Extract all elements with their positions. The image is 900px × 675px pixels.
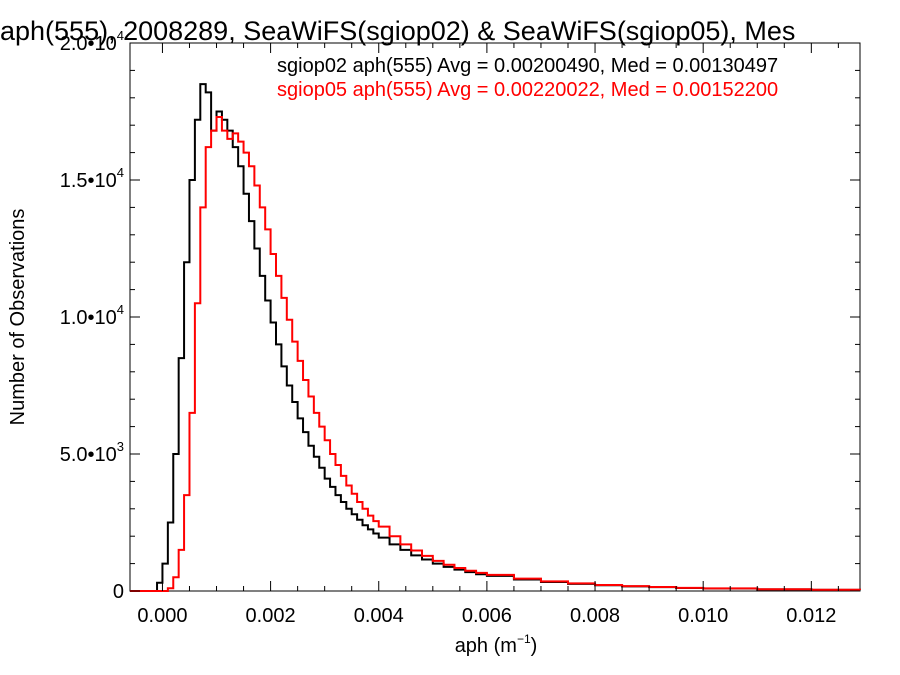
x-tick-label: 0.002 (246, 605, 296, 627)
x-tick-label: 0.004 (354, 605, 404, 627)
series-line-sgiop02 (130, 83, 861, 592)
y-tick-label-mantissa: 1.5•10 (60, 170, 117, 192)
series-line-sgiop05 (130, 115, 861, 592)
y-tick-label-mantissa: 1.0•10 (60, 307, 117, 329)
y-tick-label: 5.0•103 (60, 439, 124, 466)
plot-area (129, 42, 861, 592)
y-tick-label: 0 (113, 581, 124, 603)
y-tick-label-exponent: 4 (117, 302, 124, 317)
y-tick-label-mantissa: 2.0•10 (60, 33, 117, 55)
x-tick-label: 0.008 (570, 605, 620, 627)
y-tick-label: 1.5•104 (60, 165, 124, 192)
x-axis-label-close: ) (531, 635, 538, 657)
y-tick-label: 1.0•104 (60, 302, 124, 329)
x-tick-label: 0.000 (137, 605, 187, 627)
x-axis-label-text: aph (m (455, 635, 517, 657)
chart-title: aph(555), 2008289, SeaWiFS(sgiop02) & Se… (0, 16, 795, 46)
y-tick-label-mantissa: 5.0•10 (60, 444, 117, 466)
x-axis-label: aph (m−1) (455, 632, 538, 657)
x-axis-label-unit-exponent: −1 (517, 632, 531, 646)
legend: sgiop02 aph(555) Avg = 0.00200490, Med =… (277, 55, 778, 101)
y-tick-label-exponent: 3 (117, 439, 124, 454)
y-tick-label: 2.0•104 (60, 28, 124, 55)
plot-frame (129, 42, 861, 592)
y-tick-label-exponent: 4 (117, 28, 124, 43)
x-tick-label: 0.012 (786, 605, 836, 627)
y-tick-label-exponent: 4 (117, 165, 124, 180)
series-layer (130, 83, 861, 592)
y-axis-label: Number of Observations (7, 209, 29, 426)
legend-entry-sgiop02: sgiop02 aph(555) Avg = 0.00200490, Med =… (277, 55, 778, 77)
axes: 0.000 0.002 0.004 0.006 0.008 0.010 0.012 0 5.0•… (60, 28, 860, 627)
x-tick-label: 0.006 (462, 605, 512, 627)
x-tick-label: 0.010 (678, 605, 728, 627)
legend-entry-sgiop05: sgiop05 aph(555) Avg = 0.00220022, Med =… (277, 79, 778, 101)
y-tick-label-mantissa: 0 (113, 581, 124, 603)
